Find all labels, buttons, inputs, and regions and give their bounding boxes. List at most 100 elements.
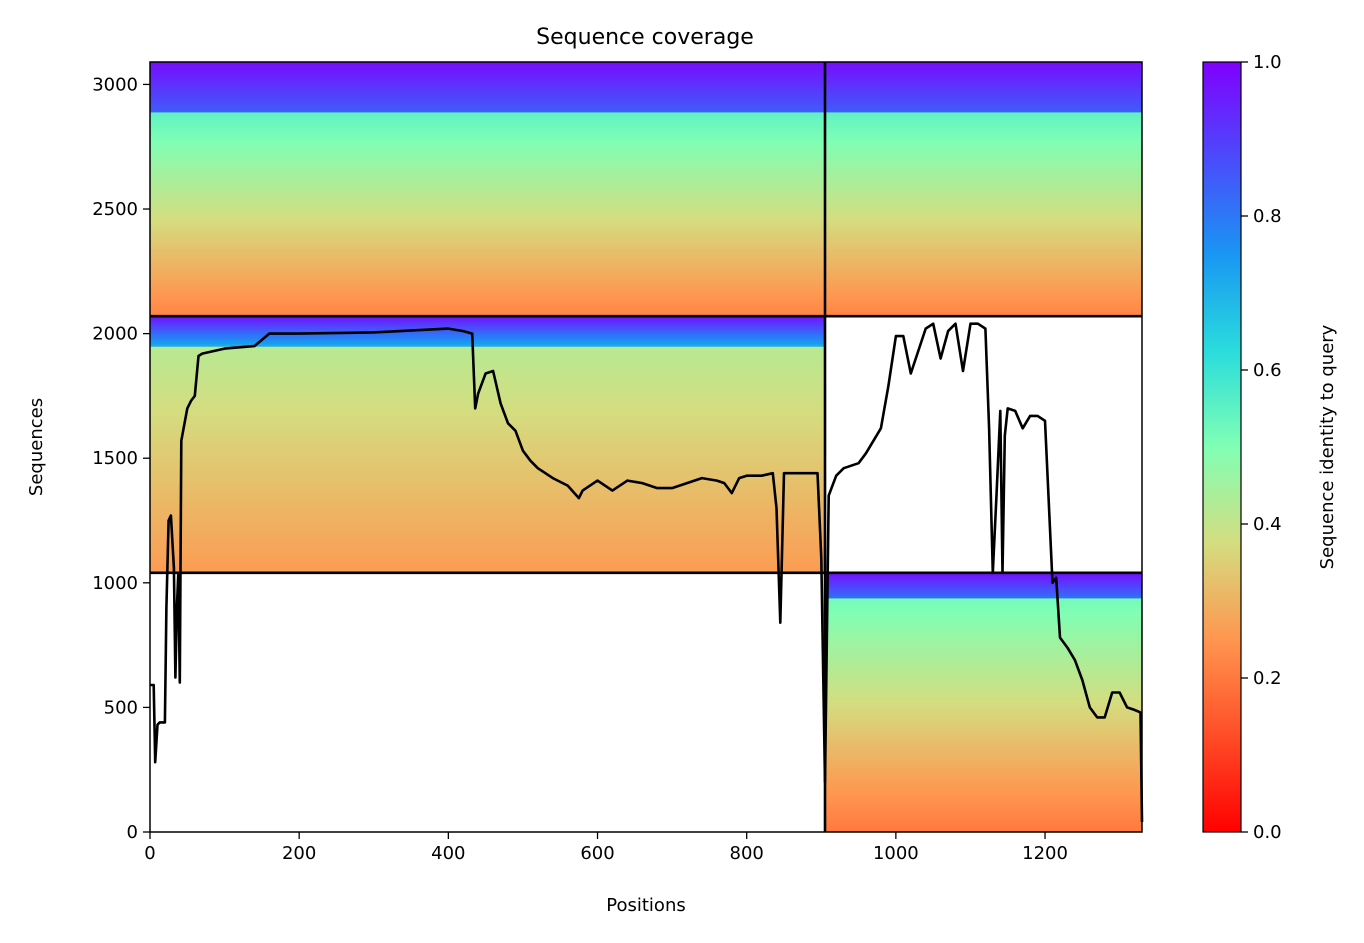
- coverage-row: [150, 545, 825, 549]
- coverage-row: [150, 114, 1142, 118]
- coverage-row: [150, 278, 1142, 282]
- coverage-row: [825, 784, 1142, 788]
- coverage-row: [825, 722, 1142, 726]
- coverage-row: [825, 714, 1142, 718]
- coverage-row: [150, 119, 1142, 123]
- coverage-row: [150, 458, 825, 462]
- coverage-row: [825, 807, 1142, 811]
- coverage-row: [825, 625, 1142, 629]
- coverage-row: [825, 732, 1142, 736]
- coverage-row: [150, 480, 825, 484]
- coverage-row: [150, 368, 825, 372]
- coverage-row: [825, 662, 1142, 666]
- coverage-row: [150, 455, 825, 459]
- coverage-row: [150, 336, 825, 340]
- coverage-row: [825, 737, 1142, 741]
- coverage-row: [150, 89, 1142, 93]
- coverage-row: [150, 209, 1142, 213]
- coverage-row: [150, 453, 825, 457]
- coverage-row: [150, 398, 825, 402]
- coverage-row: [150, 528, 825, 532]
- coverage-row: [825, 617, 1142, 621]
- y-tick-label: 2500: [92, 199, 138, 220]
- coverage-row: [150, 366, 825, 370]
- coverage-row: [825, 702, 1142, 706]
- coverage-row: [150, 567, 825, 571]
- colorbar-label: Sequence identity to query: [1317, 324, 1338, 569]
- coverage-row: [150, 435, 825, 439]
- coverage-row: [150, 236, 1142, 240]
- coverage-row: [150, 233, 1142, 237]
- coverage-row: [150, 131, 1142, 135]
- coverage-row: [150, 241, 1142, 245]
- coverage-row: [825, 622, 1142, 626]
- coverage-row: [150, 156, 1142, 160]
- coverage-row: [825, 595, 1142, 599]
- coverage-row: [150, 77, 1142, 81]
- coverage-row: [150, 224, 1142, 228]
- plot-overlays: [150, 62, 1144, 832]
- coverage-row: [150, 243, 1142, 247]
- coverage-row: [150, 323, 825, 327]
- coverage-row: [150, 483, 825, 487]
- coverage-row: [825, 650, 1142, 654]
- coverage-row: [150, 151, 1142, 155]
- coverage-block-1: [150, 316, 825, 574]
- coverage-row: [150, 552, 825, 556]
- coverage-row: [150, 111, 1142, 115]
- coverage-row: [150, 400, 825, 404]
- coverage-row: [150, 533, 825, 537]
- coverage-row: [825, 704, 1142, 708]
- coverage-row: [150, 550, 825, 554]
- x-tick-label: 600: [580, 843, 614, 864]
- coverage-row: [825, 647, 1142, 651]
- coverage-row: [825, 685, 1142, 689]
- coverage-row: [825, 769, 1142, 773]
- coverage-row: [825, 727, 1142, 731]
- coverage-row: [150, 281, 1142, 285]
- coverage-row: [150, 229, 1142, 233]
- coverage-row: [150, 196, 1142, 200]
- coverage-row: [825, 777, 1142, 781]
- coverage-row: [150, 473, 825, 477]
- coverage-row: [150, 91, 1142, 95]
- coverage-row: [150, 478, 825, 482]
- coverage-row: [150, 293, 1142, 297]
- colorbar-ticks: 0.0 0.2 0.4 0.6 0.8 1.0: [1241, 52, 1282, 843]
- coverage-row: [825, 762, 1142, 766]
- coverage-row: [150, 557, 825, 561]
- coverage-row: [150, 415, 825, 419]
- coverage-row: [825, 645, 1142, 649]
- coverage-row: [150, 418, 825, 422]
- coverage-row: [150, 331, 825, 335]
- coverage-row: [150, 393, 825, 397]
- y-tick-label: 3000: [92, 74, 138, 95]
- coverage-row: [150, 149, 1142, 153]
- coverage-row: [150, 535, 825, 539]
- colorbar-tick-label: 0.4: [1253, 514, 1282, 535]
- coverage-row: [150, 321, 825, 325]
- coverage-row: [825, 660, 1142, 664]
- coverage-row: [150, 288, 1142, 292]
- x-axis-label: Positions: [606, 895, 685, 916]
- coverage-row: [150, 465, 825, 469]
- x-tick-label: 1000: [873, 843, 919, 864]
- coverage-row: [150, 161, 1142, 165]
- coverage-row: [825, 672, 1142, 676]
- coverage-row: [825, 655, 1142, 659]
- coverage-row: [150, 253, 1142, 257]
- y-tick-label: 1500: [92, 448, 138, 469]
- coverage-row: [150, 363, 825, 367]
- coverage-row: [825, 772, 1142, 776]
- coverage-row: [825, 605, 1142, 609]
- coverage-row: [825, 717, 1142, 721]
- coverage-row: [825, 814, 1142, 818]
- coverage-row: [825, 597, 1142, 601]
- coverage-row: [150, 268, 1142, 272]
- coverage-row: [825, 697, 1142, 701]
- coverage-row: [150, 62, 1142, 66]
- coverage-row: [825, 699, 1142, 703]
- coverage-row: [150, 201, 1142, 205]
- coverage-row: [825, 592, 1142, 596]
- coverage-row: [150, 425, 825, 429]
